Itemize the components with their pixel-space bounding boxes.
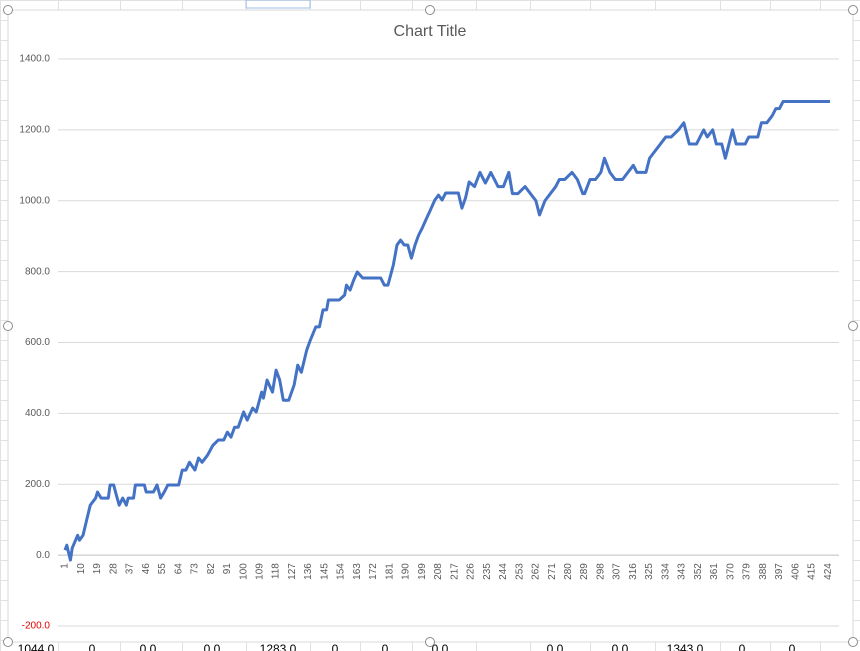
x-tick-label: 46 bbox=[141, 563, 152, 575]
x-tick-label: 82 bbox=[206, 563, 217, 575]
resize-handle[interactable] bbox=[848, 637, 858, 647]
x-tick-label: 343 bbox=[677, 563, 688, 580]
y-tick-label: 1200.0 bbox=[19, 125, 50, 136]
x-tick-label: 235 bbox=[482, 563, 493, 580]
y-tick-label: 200.0 bbox=[25, 479, 50, 490]
cell-value: 0.0 bbox=[432, 642, 449, 651]
x-tick-label: 1 bbox=[60, 563, 71, 569]
x-tick-label: 109 bbox=[254, 563, 265, 580]
cell-value: 0.0 bbox=[140, 642, 157, 651]
x-tick-label: 352 bbox=[693, 563, 704, 580]
cell-value: 0.0 bbox=[547, 642, 564, 651]
resize-handle[interactable] bbox=[3, 321, 13, 331]
chart-title: Chart Title bbox=[394, 23, 467, 40]
x-tick-label: 325 bbox=[644, 563, 655, 580]
x-tick-label: 361 bbox=[709, 563, 720, 580]
resize-handle[interactable] bbox=[848, 5, 858, 15]
plot: -200.0 0.0 200.0 400.0 600.0 800.0 1000.0 1200.… bbox=[19, 54, 839, 632]
y-tick-label: 1400.0 bbox=[19, 54, 50, 65]
x-tick-label: 289 bbox=[579, 563, 590, 580]
cell-value: 1343.0 bbox=[667, 642, 704, 651]
x-tick-label: 172 bbox=[368, 563, 379, 580]
y-tick-label: 600.0 bbox=[25, 337, 50, 348]
cell-value: 0 bbox=[332, 642, 339, 651]
x-tick-label: 154 bbox=[336, 563, 347, 580]
resize-handle[interactable] bbox=[3, 637, 13, 647]
y-tick-label: 1000.0 bbox=[19, 195, 50, 206]
cell-value: 0.0 bbox=[204, 642, 221, 651]
x-tick-label: 262 bbox=[531, 563, 542, 580]
x-tick-label: 226 bbox=[466, 563, 477, 580]
cell-value: 0 bbox=[382, 642, 389, 651]
resize-handles bbox=[3, 5, 858, 647]
cell-value: 0 bbox=[89, 642, 96, 651]
y-tick-label: 800.0 bbox=[25, 266, 50, 277]
y-tick-label: -200.0 bbox=[22, 621, 51, 632]
resize-handle[interactable] bbox=[425, 637, 435, 647]
x-tick-label: 37 bbox=[125, 563, 136, 575]
x-tick-label: 127 bbox=[287, 563, 298, 580]
data-line bbox=[63, 100, 830, 562]
x-tick-label: 298 bbox=[595, 563, 606, 580]
x-tick-label: 136 bbox=[303, 563, 314, 580]
resize-handle[interactable] bbox=[848, 321, 858, 331]
x-tick-label: 64 bbox=[173, 563, 184, 575]
cell-value: 0.0 bbox=[612, 642, 629, 651]
x-tick-label: 199 bbox=[417, 563, 428, 580]
x-tick-label: 217 bbox=[449, 563, 460, 580]
x-tick-label: 397 bbox=[774, 563, 785, 580]
x-tick-label: 244 bbox=[498, 563, 509, 580]
resize-handle[interactable] bbox=[425, 5, 435, 15]
x-tick-label: 19 bbox=[92, 563, 103, 575]
x-tick-label: 307 bbox=[612, 563, 623, 580]
y-tick-label: 400.0 bbox=[25, 408, 50, 419]
cell-value: 0 bbox=[789, 642, 796, 651]
cell-value: 1044.0 bbox=[18, 642, 55, 651]
x-tick-label: 208 bbox=[433, 563, 444, 580]
cell-value: 1283.0 bbox=[260, 642, 297, 651]
y-tick-label: 0.0 bbox=[36, 550, 50, 561]
x-tick-label: 181 bbox=[384, 563, 395, 580]
x-tick-label: 370 bbox=[725, 563, 736, 580]
x-tick-label: 163 bbox=[352, 563, 363, 580]
x-tick-label: 28 bbox=[108, 563, 119, 575]
x-tick-label: 334 bbox=[660, 563, 671, 580]
chart-area[interactable] bbox=[7, 9, 854, 643]
resize-handle[interactable] bbox=[3, 5, 13, 15]
x-tick-label: 73 bbox=[190, 563, 201, 575]
x-tick-label: 253 bbox=[514, 563, 525, 580]
x-tick-label: 10 bbox=[76, 563, 87, 575]
x-tick-label: 55 bbox=[157, 563, 168, 575]
x-tick-label: 100 bbox=[238, 563, 249, 580]
selected-cell bbox=[245, 0, 311, 9]
x-tick-label: 91 bbox=[222, 563, 233, 575]
x-tick-label: 145 bbox=[319, 563, 330, 580]
x-tick-label: 280 bbox=[563, 563, 574, 580]
x-tick-label: 415 bbox=[807, 563, 818, 580]
x-tick-label: 406 bbox=[790, 563, 801, 580]
cell-value: 0 bbox=[739, 642, 746, 651]
x-tick-label: 118 bbox=[271, 563, 282, 579]
x-tick-label: 271 bbox=[547, 563, 558, 580]
x-tick-label: 388 bbox=[758, 563, 769, 580]
x-tick-label: 379 bbox=[742, 563, 753, 580]
x-tick-label: 190 bbox=[401, 563, 412, 580]
x-tick-label: 316 bbox=[628, 563, 639, 580]
x-tick-label: 424 bbox=[823, 563, 834, 580]
